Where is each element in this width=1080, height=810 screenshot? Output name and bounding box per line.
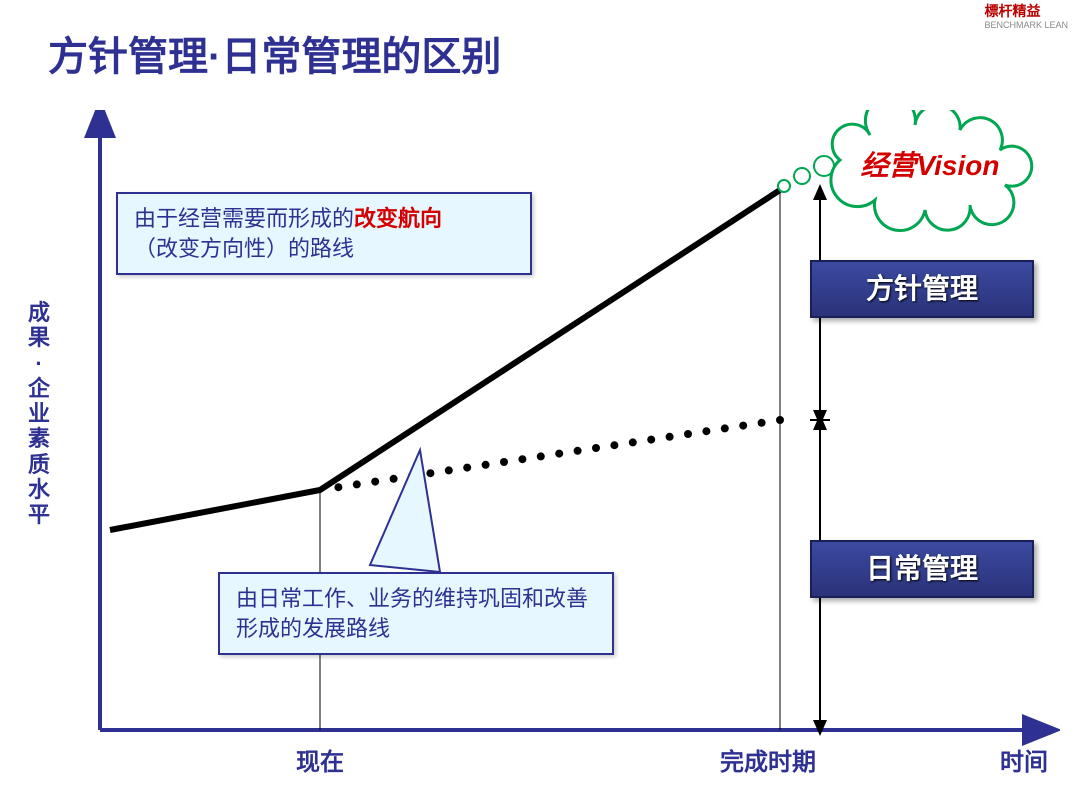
vision-label: 经营Vision	[810, 144, 1050, 184]
label-policy-mgmt: 方针管理	[810, 260, 1034, 318]
label-daily-mgmt: 日常管理	[810, 540, 1034, 598]
callout-change-course: 由于经营需要而形成的改变航向 （改变方向性）的路线	[116, 192, 532, 275]
callout1-red: 改变航向	[354, 206, 442, 231]
page-title: 方针管理·日常管理的区别	[48, 24, 501, 82]
logo-cn: 標杆精益	[984, 3, 1040, 19]
brand-logo: 標杆精益 BENCHMARK LEAN	[984, 4, 1068, 31]
callout1-pre: 由于经营需要而形成的	[134, 206, 354, 231]
logo-en: BENCHMARK LEAN	[984, 20, 1068, 30]
dotted-line	[334, 416, 784, 491]
callout-daily-route: 由日常工作、业务的维持巩固和改善形成的发展路线	[218, 572, 614, 655]
callout2-pointer	[370, 450, 440, 572]
callout1-post: （改变方向性）的路线	[134, 236, 354, 261]
